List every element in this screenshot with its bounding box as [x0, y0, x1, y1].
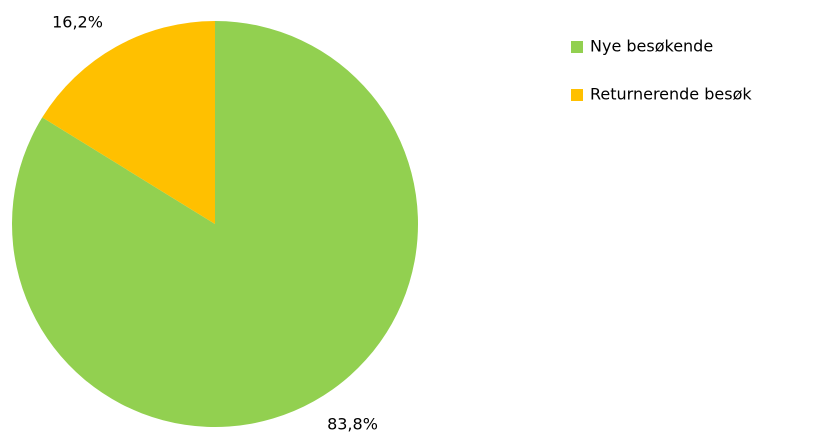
data-label: 83,8%	[327, 414, 378, 433]
legend-swatch	[571, 89, 583, 101]
data-label: 16,2%	[52, 13, 103, 32]
legend-swatch	[571, 41, 583, 53]
legend-label: Returnerende besøk	[590, 85, 752, 104]
pie-slice	[11, 21, 418, 427]
legend-label: Nye besøkende	[590, 37, 713, 56]
pie-slice	[42, 21, 215, 224]
